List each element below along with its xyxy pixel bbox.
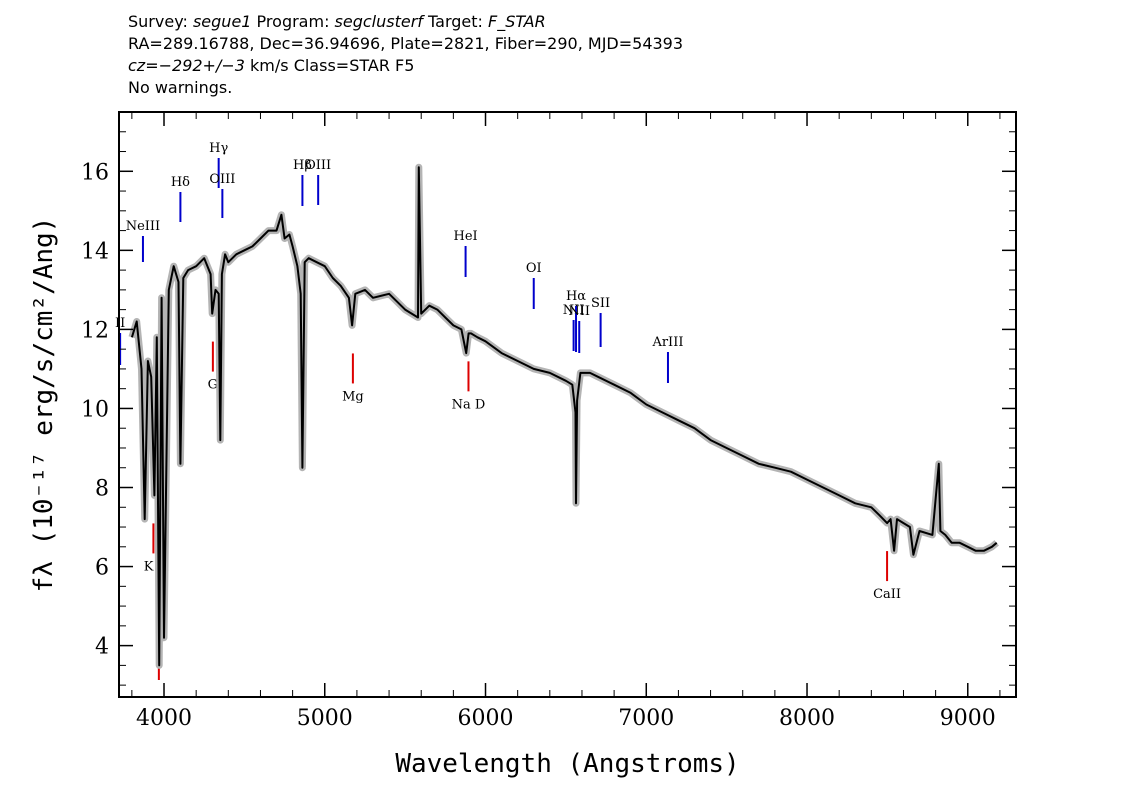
line-label-g: G — [208, 378, 218, 393]
y-tick-label: 12 — [81, 318, 109, 343]
x-tick-label: 4000 — [136, 706, 192, 731]
header-line-redshift: cz=−292+/−3 km/s Class=STAR F5 — [128, 55, 683, 77]
line-label-na-d: Na D — [452, 397, 486, 412]
x-tick-label: 7000 — [618, 706, 674, 731]
line-label-nii: NII — [563, 303, 585, 318]
axes: 4000 5000 6000 7000 8000 9000 4 6 8 10 12 14 16 — [81, 111, 1017, 731]
line-label-mg: Mg — [342, 389, 364, 404]
x-tick-label: 8000 — [779, 706, 835, 731]
line-label-nii: NII — [568, 304, 590, 319]
survey-value: segue1 — [192, 12, 252, 31]
line-label-sii: SII — [591, 296, 610, 311]
y-tick-label: 16 — [81, 160, 109, 185]
program-label: Program: — [251, 12, 335, 31]
header-line-coordinates: RA=289.16788, Dec=36.94696, Plate=2821, … — [128, 34, 684, 53]
y-axis-title: fλ (10⁻¹⁷ erg/s/cm²/Ang) — [29, 217, 59, 593]
spectrum-header: Survey: segue1 Program: segclusterf Targ… — [128, 11, 683, 99]
line-label-ii: II — [115, 316, 125, 331]
line-label-hei: HeI — [453, 229, 477, 244]
line-label-neiii: NeIII — [126, 219, 160, 234]
spectrum-series — [128, 163, 999, 669]
plot-frame — [118, 111, 1017, 698]
line-label-oi: OI — [526, 261, 542, 276]
x-axis-title: Wavelength (Angstroms) — [395, 749, 739, 779]
y-tick-label: 4 — [95, 635, 109, 660]
spectrum-line — [130, 166, 998, 667]
target-label: Target: — [422, 12, 488, 31]
program-value: segclusterf — [334, 12, 423, 31]
line-label-oiii: OIII — [209, 172, 235, 187]
error-band — [128, 163, 999, 669]
y-tick-label: 6 — [95, 556, 109, 581]
line-label-hδ: Hδ — [171, 175, 190, 190]
redshift-value: cz=−292+/−3 — [128, 56, 245, 75]
header-line-survey: Survey: segue1 Program: segclusterf Targ… — [128, 11, 683, 33]
line-label-hα: Hα — [566, 289, 586, 304]
header-line-warnings: No warnings. — [128, 78, 233, 97]
survey-label: Survey: — [128, 12, 193, 31]
line-markers: NeIIIIIHδHγOIIIHβOIIIHeIOINIIHαNIISIIArI… — [115, 141, 901, 680]
line-label-ariii: ArIII — [651, 335, 683, 350]
line-label-hβ: Hβ — [293, 158, 312, 173]
x-tick-label: 6000 — [458, 706, 514, 731]
line-label-oiii: OIII — [305, 158, 331, 173]
x-tick-label: 9000 — [940, 706, 996, 731]
class-value: km/s Class=STAR F5 — [244, 56, 415, 75]
line-label-hγ: Hγ — [209, 141, 228, 156]
y-tick-label: 8 — [95, 477, 109, 502]
y-tick-label: 10 — [81, 397, 109, 422]
x-tick-label: 5000 — [297, 706, 353, 731]
line-label-caii: CaII — [873, 587, 901, 602]
y-tick-label: 14 — [81, 239, 109, 264]
target-value: F_STAR — [488, 12, 546, 31]
